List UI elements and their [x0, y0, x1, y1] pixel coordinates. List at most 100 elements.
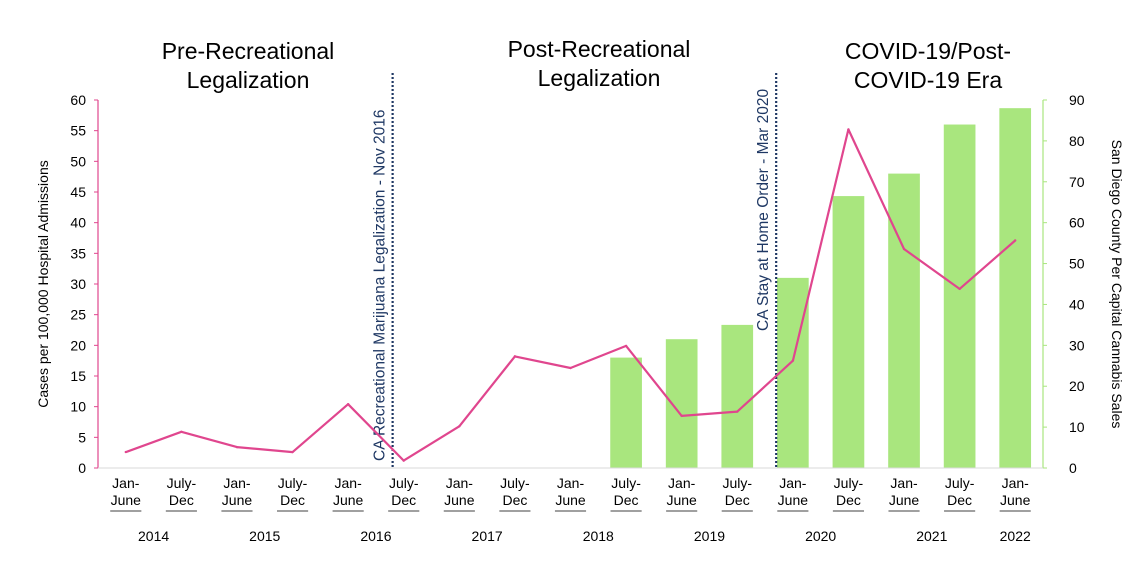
- bar: [610, 357, 642, 468]
- year-label: 2020: [805, 528, 836, 544]
- x-tick-label: Jan-: [890, 475, 918, 491]
- x-tick-label: June: [111, 492, 142, 508]
- x-tick-label: June: [889, 492, 920, 508]
- year-label: 2021: [916, 528, 947, 544]
- year-label: 2016: [360, 528, 391, 544]
- x-tick-label: July-: [278, 475, 308, 491]
- line-point: [847, 128, 850, 131]
- x-tick-label: June: [222, 492, 253, 508]
- line-point: [513, 355, 517, 358]
- x-tick-label: June: [1000, 492, 1031, 508]
- bar: [777, 277, 809, 468]
- year-label: 2017: [472, 528, 503, 544]
- line-point: [402, 459, 405, 462]
- line-point: [458, 425, 461, 428]
- x-tick-label: Dec: [836, 492, 861, 508]
- x-tick-label: Jan-: [112, 475, 140, 491]
- x-tick-label: June: [778, 492, 809, 508]
- annotation-label: CA Stay at Home Order - Mar 2020: [755, 89, 772, 331]
- x-tick-label: July-: [500, 475, 530, 491]
- left-tick-label: 25: [70, 307, 86, 323]
- x-tick-label: Dec: [502, 492, 527, 508]
- left-tick-label: 60: [70, 92, 86, 108]
- line-point: [902, 247, 906, 251]
- x-tick-label: July-: [722, 475, 752, 491]
- year-label: 2014: [138, 528, 169, 544]
- left-tick-label: 35: [70, 245, 86, 261]
- line-point: [235, 445, 239, 449]
- line-point: [346, 403, 350, 406]
- bar: [943, 124, 976, 469]
- line-point: [958, 287, 961, 291]
- left-tick-label: 40: [70, 215, 86, 231]
- x-tick-label: June: [666, 492, 697, 508]
- line-point: [180, 430, 183, 434]
- line-point: [680, 414, 683, 418]
- right-tick-label: 0: [1069, 460, 1077, 476]
- x-tick-label: Jan-: [223, 475, 251, 491]
- line-point: [736, 410, 739, 413]
- x-tick-label: Jan-: [1002, 475, 1030, 491]
- x-tick-label: Dec: [280, 492, 305, 508]
- x-tick-label: July-: [945, 475, 975, 491]
- left-tick-label: 50: [70, 153, 86, 169]
- bar: [999, 108, 1032, 468]
- x-tick-label: Dec: [169, 492, 194, 508]
- annotation-label: CA Recreational Marijuana Legalization -…: [372, 109, 389, 461]
- right-tick-label: 20: [1069, 378, 1085, 394]
- line-point: [291, 450, 294, 454]
- x-tick-label: Dec: [614, 492, 639, 508]
- right-axis-title: San Diego County Per Capital Cannabis Sa…: [1109, 140, 1125, 429]
- line-point: [791, 359, 795, 362]
- right-tick-label: 40: [1069, 296, 1085, 312]
- bar: [832, 196, 865, 469]
- left-tick-label: 55: [70, 123, 86, 139]
- line-point: [124, 450, 127, 454]
- x-tick-label: Jan-: [668, 475, 696, 491]
- x-tick-label: July-: [611, 475, 641, 491]
- era-title-covid: COVID-19/Post- COVID-19 Era: [844, 38, 1012, 93]
- year-label: 2015: [249, 528, 280, 544]
- left-tick-label: 5: [78, 429, 86, 445]
- x-tick-label: Jan-: [335, 475, 363, 491]
- right-tick-label: 50: [1069, 256, 1085, 272]
- right-tick-label: 70: [1069, 174, 1085, 190]
- bar-series: [610, 108, 1032, 469]
- right-tick-label: 30: [1069, 337, 1085, 353]
- x-axis-labels: Jan-JuneJuly-DecJan-JuneJuly-DecJan-June…: [110, 475, 1031, 512]
- x-tick-label: Jan-: [557, 475, 585, 491]
- right-axis-ticks: 0 10 20 30 40 50 60 70 80 90: [1043, 92, 1085, 476]
- left-axis-ticks: 0 5 10 15 20 25 30 35 40 45 50 55 60: [70, 92, 98, 476]
- bar: [888, 173, 920, 468]
- left-tick-label: 10: [70, 399, 86, 415]
- left-tick-label: 15: [70, 368, 86, 384]
- x-tick-label: June: [555, 492, 586, 508]
- year-label: 2018: [583, 528, 614, 544]
- line-path: [125, 128, 1016, 462]
- x-tick-label: July-: [167, 475, 197, 491]
- line-point: [569, 366, 572, 370]
- x-tick-label: June: [444, 492, 475, 508]
- right-tick-label: 60: [1069, 215, 1085, 231]
- right-tick-label: 90: [1069, 92, 1085, 108]
- x-tick-label: Dec: [725, 492, 750, 508]
- left-tick-label: 20: [70, 337, 86, 353]
- x-tick-label: Jan-: [446, 475, 474, 491]
- era-title-pre-recreational: Pre-Recreational Legalization: [161, 38, 335, 93]
- left-axis-title: Cases per 100,000 Hospital Admissions: [35, 160, 51, 407]
- right-tick-label: 10: [1069, 419, 1085, 435]
- left-tick-label: 0: [78, 460, 86, 476]
- year-label: 2019: [694, 528, 725, 544]
- left-tick-label: 45: [70, 184, 86, 200]
- x-tick-label: July-: [389, 475, 419, 491]
- x-tick-label: July-: [834, 475, 864, 491]
- x-tick-label: Dec: [391, 492, 416, 508]
- year-labels: 2014 2015 2016 2017 2018 2019 2020 2021 2022: [138, 528, 1031, 544]
- left-tick-label: 30: [70, 276, 86, 292]
- line-point: [1014, 239, 1017, 242]
- line-point: [624, 344, 628, 348]
- x-tick-label: June: [333, 492, 364, 508]
- bar: [721, 324, 754, 468]
- line-series: [124, 128, 1017, 462]
